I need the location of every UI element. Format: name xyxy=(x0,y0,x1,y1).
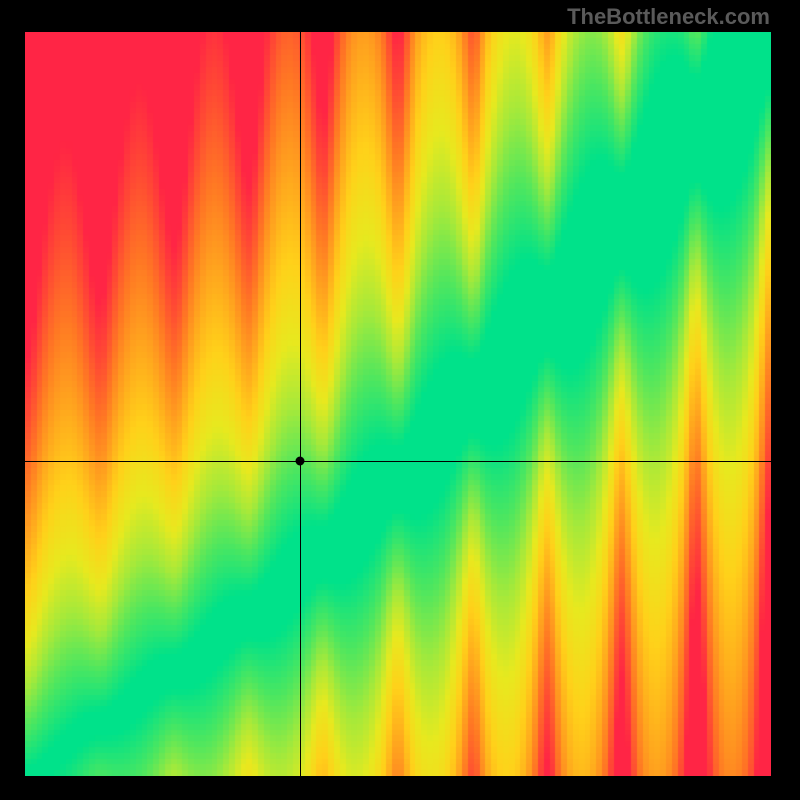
heatmap-plot-area xyxy=(25,32,771,776)
crosshair-horizontal-line xyxy=(25,461,771,462)
heatmap-canvas xyxy=(25,32,771,776)
crosshair-vertical-line xyxy=(300,32,301,776)
watermark-text: TheBottleneck.com xyxy=(567,4,770,30)
crosshair-point xyxy=(295,456,304,465)
